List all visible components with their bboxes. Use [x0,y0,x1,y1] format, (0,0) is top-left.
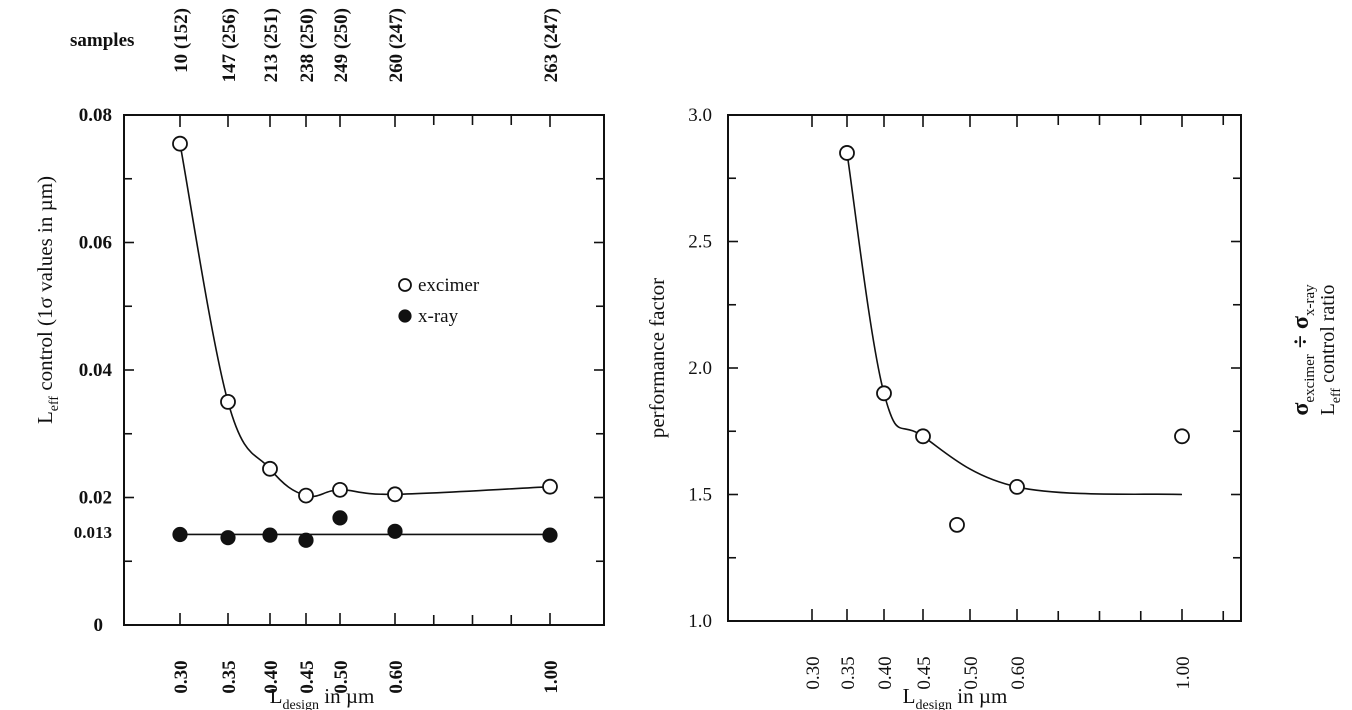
samples-count-label: 10 (152) [171,8,192,73]
left-x-tick-label: 0.50 [331,660,352,693]
performance-fit-curve [846,152,1183,496]
left-y-axis-title: Leff control (1σ values in µm) [33,176,62,424]
right-y-axis-title: performance factor [645,278,669,438]
left-y-tick-label: 0 [94,615,104,636]
left-x-tick-label: 0.35 [219,660,240,693]
xray-point [262,527,278,543]
left-y-tick-label: 0.04 [79,360,113,381]
right-y-tick-label: 2.0 [688,358,712,379]
performance-point [949,516,965,533]
left-y-tick-label: 0.08 [79,105,112,126]
legend-excimer-marker [398,278,412,292]
samples-count-label: 263 (247) [541,8,562,82]
excimer-point [332,481,348,498]
left-x-tick-label: 0.40 [261,660,282,693]
performance-point [1174,428,1190,445]
right-chart: 1.0 1.5 2.0 2.5 3.0 0.30 0.35 0.40 0.45 0.50 0.60 1… [645,105,1344,710]
excimer-point [172,135,188,152]
right-plot-frame [727,114,1242,622]
performance-point [876,385,892,402]
right-x-tick-label: 0.30 [803,656,824,689]
right-y-tick-label: 1.0 [688,611,712,632]
xray-point [332,510,348,526]
samples-count-label: 213 (251) [261,8,282,82]
left-y-tick-label: 0.02 [79,488,112,509]
performance-point [1009,479,1025,495]
right-x-tick-label: 0.35 [838,656,859,689]
legend-xray-marker [398,309,412,323]
left-x-tick-label: 0.60 [386,660,407,693]
xray-point [298,532,314,548]
excimer-point [542,478,558,495]
right-x-tick-label: 0.50 [961,656,982,689]
left-y-extra-label: 0.013 [74,523,112,542]
excimer-point [387,486,403,503]
right-x-tick-label: 0.45 [914,656,935,689]
samples-count-label: 238 (250) [297,8,318,82]
left-x-tick-label: 0.30 [171,660,192,693]
left-x-tick-label: 0.45 [297,660,318,693]
right-y-tick-label: 3.0 [688,105,712,126]
samples-count-label: 249 (250) [331,8,352,82]
excimer-point [220,393,236,410]
xray-point [172,526,188,543]
excimer-point [262,460,278,477]
excimer-point [298,487,314,504]
excimer-fit-curve [179,143,551,498]
performance-point [839,145,855,161]
legend-excimer-label: excimer [418,275,480,296]
right-x-tick-label: 0.60 [1008,656,1029,689]
right-y-tick-label: 1.5 [688,485,712,506]
xray-point [542,527,558,543]
legend: excimer x-ray [398,275,480,327]
right-x-tick-label: 0.40 [875,656,896,689]
samples-label: samples [70,30,134,51]
right-x-tick-label: 1.00 [1173,656,1194,689]
right-ratio-label-line2: Leff control ratio [1317,285,1344,416]
xray-point [220,530,236,546]
right-ratio-label-line1: σexcimer ÷ σx-ray [1288,284,1318,416]
left-chart: samples 0 0.02 0.04 0.06 0.08 0.013 0.30 0.35 0.… [33,8,605,710]
left-plot-frame [123,114,605,626]
legend-xray-label: x-ray [418,306,459,327]
performance-point [915,428,931,445]
left-y-tick-label: 0.06 [79,233,112,254]
left-x-axis-title: Ldesign in µm [270,684,375,710]
samples-count-label: 260 (247) [386,8,407,82]
xray-point [387,523,403,539]
right-y-tick-label: 2.5 [688,232,712,253]
left-x-tick-label: 1.00 [541,660,562,693]
right-x-axis-title: Ldesign in µm [903,684,1008,710]
samples-count-label: 147 (256) [219,8,240,82]
